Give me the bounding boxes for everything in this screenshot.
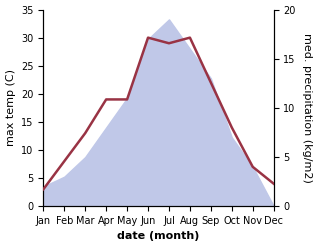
X-axis label: date (month): date (month) bbox=[117, 231, 200, 242]
Y-axis label: med. precipitation (kg/m2): med. precipitation (kg/m2) bbox=[302, 33, 313, 183]
Y-axis label: max temp (C): max temp (C) bbox=[5, 69, 16, 146]
